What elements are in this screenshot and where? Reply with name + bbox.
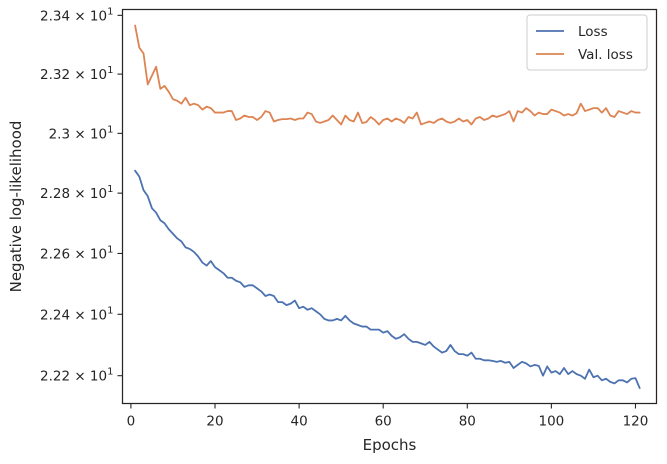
x-tick-label: 0 bbox=[127, 414, 136, 430]
x-tick-label: 20 bbox=[206, 414, 223, 430]
legend-label-val-loss: Val. loss bbox=[578, 47, 633, 63]
plot-lines bbox=[134, 24, 641, 389]
y-axis: 2.22 × 101 2.24 × 101 2.26 × 101 2.28 × 101… bbox=[40, 6, 123, 385]
legend-label-loss: Loss bbox=[578, 24, 608, 40]
x-axis: 0 20 40 60 80 100 120 bbox=[127, 403, 649, 430]
legend: Loss Val. loss bbox=[526, 14, 648, 71]
x-tick-label: 40 bbox=[291, 414, 308, 430]
y-tick-label: 2.3 × 101 bbox=[49, 124, 114, 142]
y-tick-label: 2.26 × 101 bbox=[40, 244, 114, 262]
x-axis-title: Epochs bbox=[363, 436, 417, 454]
y-tick-label: 2.34 × 101 bbox=[40, 6, 114, 24]
x-tick-label: 120 bbox=[623, 414, 649, 430]
y-axis-title: Negative log-likelihood bbox=[7, 121, 25, 293]
axes-frame bbox=[121, 8, 658, 405]
x-tick-label: 60 bbox=[375, 414, 392, 430]
y-tick-label: 2.22 × 101 bbox=[40, 367, 114, 385]
series-line-val-loss bbox=[134, 24, 641, 126]
y-tick-label: 2.32 × 101 bbox=[40, 65, 114, 83]
legend-box bbox=[526, 14, 648, 71]
y-tick-label: 2.24 × 101 bbox=[40, 305, 114, 323]
x-tick-label: 80 bbox=[459, 414, 476, 430]
series-line-loss bbox=[134, 169, 641, 389]
y-tick-label: 2.28 × 101 bbox=[40, 184, 114, 202]
x-tick-label: 100 bbox=[538, 414, 564, 430]
